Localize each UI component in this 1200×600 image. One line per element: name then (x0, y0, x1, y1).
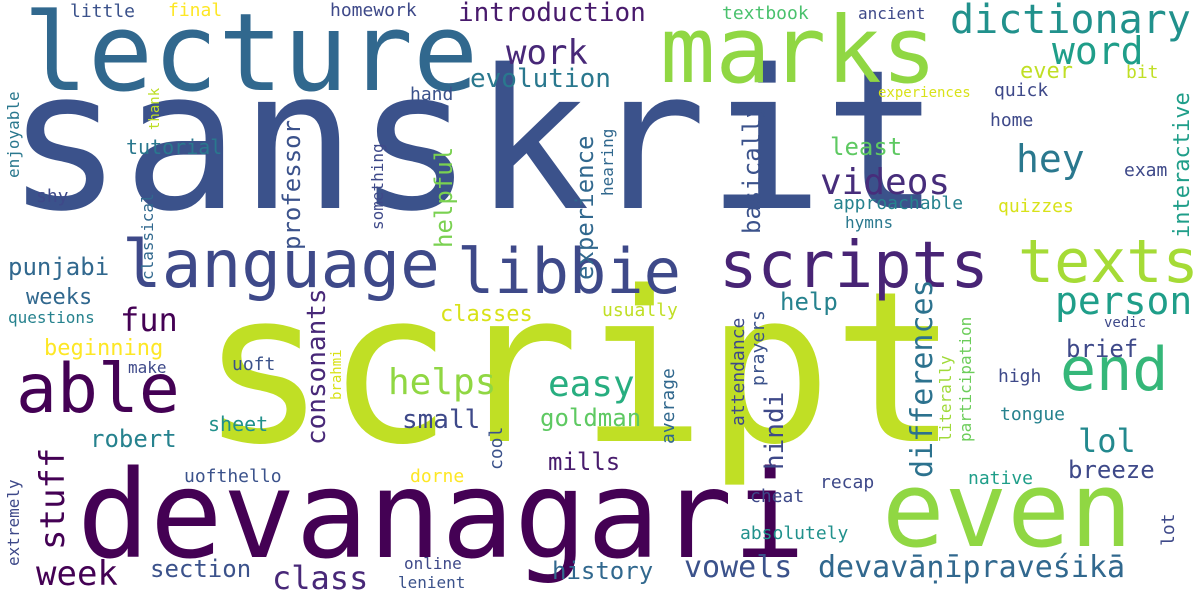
word-thank: thank (147, 87, 163, 130)
word-small: small (402, 405, 481, 435)
word-classical: classical (138, 193, 157, 280)
word-quizzes: quizzes (998, 196, 1074, 217)
word-helpful: helpful (430, 146, 458, 248)
word-mills: mills (548, 448, 621, 476)
word-stuff: stuff (33, 447, 73, 550)
word-week: week (36, 554, 118, 594)
word-literally: literally (936, 355, 955, 442)
word-even: even (882, 449, 1133, 571)
word-lecture: lecture (23, 0, 479, 116)
word-lol: lol (1078, 422, 1136, 460)
word-sheet: sheet (208, 412, 269, 436)
word-evolution: evolution (470, 64, 611, 94)
word-uoft: uoft (232, 354, 276, 375)
word-lenient: lenient (398, 573, 466, 592)
word-hand: hand (410, 84, 454, 105)
word-high: high (998, 366, 1042, 387)
word-quick: quick (994, 80, 1049, 101)
word-dorne: dorne (410, 466, 465, 487)
word-sanskrit: sanskrit (6, 28, 941, 254)
word-punjabi: punjabi (8, 253, 110, 281)
word-ever: ever (1020, 59, 1073, 84)
word-dictionary: dictionary (950, 0, 1191, 43)
word-cheat: cheat (750, 486, 805, 507)
word-weeks: weeks (26, 285, 93, 310)
word-goldman: goldman (540, 404, 642, 432)
word-average: average (658, 368, 679, 444)
word-differences: differences (905, 279, 940, 478)
word-breeze: breeze (1068, 456, 1155, 484)
word-robert: robert (90, 425, 177, 453)
word-shy: shy (36, 186, 69, 207)
word-bit: bit (1126, 62, 1159, 83)
word-section: section (150, 555, 252, 583)
word-script: script (200, 246, 959, 491)
word-home: home (990, 110, 1034, 131)
word-helps: helps (388, 362, 497, 403)
word-scripts: scripts (719, 229, 989, 303)
word-participation: participation (956, 316, 975, 442)
word-consonants: consonants (302, 288, 332, 445)
word-person: person (1055, 279, 1193, 323)
word-word: word (1052, 29, 1144, 73)
word-devanagari: devanagari (77, 445, 806, 586)
word-marks: marks (660, 0, 937, 104)
word-usually: usually (602, 300, 678, 321)
word-experience: experience (571, 135, 599, 281)
word-help: help (780, 288, 838, 316)
word-devavaniprave-sika: devavāṇīpraveśikā (818, 550, 1126, 585)
word-beginning: beginning (44, 336, 164, 361)
word-introduction: introduction (458, 0, 646, 28)
word-end: end (1060, 335, 1169, 405)
word-interactive: interactive (1170, 92, 1195, 238)
word-hey: hey (1016, 137, 1085, 181)
word-brief: brief (1066, 335, 1139, 363)
word-something: something (368, 143, 387, 230)
word-work: work (506, 33, 588, 73)
word-tutorial: tutorial (126, 135, 223, 159)
word-extremely: extremely (4, 479, 23, 566)
word-ancient: ancient (858, 4, 926, 23)
word-uofthello: uofthello (184, 466, 282, 487)
word-brahmi: brahmi (329, 349, 345, 400)
word-basically: basically (738, 103, 766, 234)
word-hymns: hymns (845, 213, 894, 232)
word-texts: texts (1018, 227, 1199, 297)
word-cool: cool (486, 426, 507, 470)
word-hindi: hindi (760, 391, 790, 470)
word-class: class (272, 559, 369, 597)
word-easy: easy (548, 364, 635, 405)
word-make: make (128, 358, 167, 377)
word-least: least (830, 133, 903, 161)
word-professor: professor (278, 119, 306, 250)
word-classes: classes (440, 302, 533, 327)
word-online: online (404, 554, 462, 573)
word-lot: lot (1158, 513, 1179, 546)
word-vowels: vowels (684, 550, 793, 585)
word-final: final (168, 0, 223, 21)
word-approachable: approachable (833, 193, 964, 214)
word-little: little (70, 1, 136, 22)
word-attendance: attendance (728, 317, 749, 426)
word-able: able (16, 350, 180, 429)
word-enjoyable: enjoyable (4, 91, 23, 178)
word-vedic: vedic (1104, 315, 1147, 331)
word-homework: homework (330, 0, 417, 21)
word-exam: exam (1124, 160, 1168, 181)
word-questions: questions (8, 308, 95, 327)
word-prayers: prayers (748, 310, 769, 386)
word-fun: fun (120, 301, 178, 339)
word-hearing: hearing (598, 128, 617, 196)
word-history: history (552, 557, 654, 585)
word-tongue: tongue (1000, 404, 1066, 425)
word-native: native (968, 468, 1034, 489)
word-textbook: textbook (722, 3, 809, 24)
word-videos: videos (820, 162, 951, 203)
word-libbie: libbie (457, 235, 681, 308)
word-experiences: experiences (878, 85, 971, 101)
word-recap: recap (820, 472, 875, 493)
word-absolutely: absolutely (740, 523, 849, 544)
word-language: language (122, 226, 440, 303)
